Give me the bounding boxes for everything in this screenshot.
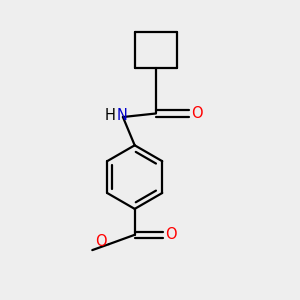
Text: H: H bbox=[104, 108, 116, 123]
Text: N: N bbox=[116, 108, 127, 123]
Text: O: O bbox=[165, 227, 177, 242]
Text: O: O bbox=[191, 106, 203, 121]
Text: O: O bbox=[95, 234, 106, 249]
